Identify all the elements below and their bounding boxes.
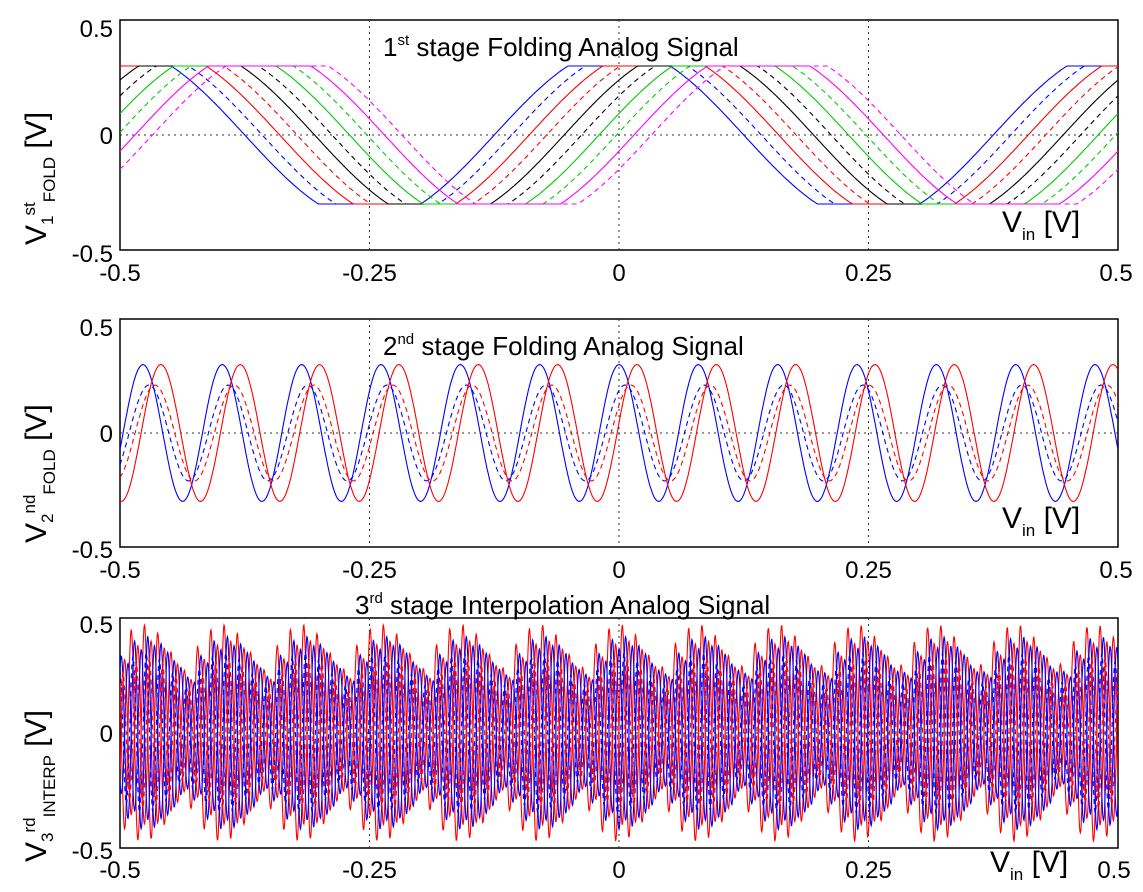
panel-1-xtick-3: 0: [612, 260, 625, 287]
panel-2-xlabel: Vin [V]: [1002, 502, 1080, 540]
panel-3-series-4: [120, 643, 1118, 823]
panel-1-series-10: [120, 65, 1118, 205]
panel-1-title: 1st stage Folding Analog Signal: [383, 32, 739, 62]
panel-3-series-2: [120, 634, 1118, 832]
panel-3-xlabel: Vin [V]: [990, 846, 1068, 884]
panel-2nd-stage: 2nd stage Folding Analog Signal V2ndFOLD…: [20, 315, 1133, 584]
panel-2-series-3: [120, 384, 1118, 482]
panel-2-ytick-mid: 0: [100, 421, 113, 448]
panel-2-ytick-top: 0.5: [80, 315, 113, 342]
panel-2-series-1: [120, 364, 1118, 502]
panel-3-xtick-4: 0.25: [845, 857, 892, 884]
panel-2-series-4: [120, 364, 1118, 502]
panel-3-ytick-bottom: -0.5: [72, 838, 113, 865]
panel-3-xtick-1: -0.5: [99, 857, 140, 884]
panel-3-xtick-2: -0.25: [342, 857, 397, 884]
panel-2-xtick-3: 0: [612, 557, 625, 584]
panel-2-xtick-4: 0.25: [845, 557, 892, 584]
series-group-3: [120, 623, 1118, 843]
panel-3rd-stage: 3rd stage Interpolation Analog Signal V3…: [20, 590, 1131, 884]
series-group-2: [120, 364, 1118, 502]
panel-3-xtick-3: 0: [612, 857, 625, 884]
panel-1-ytick-mid: 0: [100, 123, 113, 150]
panel-1-xtick-4: 0.25: [845, 260, 892, 287]
panel-2-series-2: [120, 384, 1118, 482]
panel-1-xtick-5: 0.5: [1099, 260, 1132, 287]
panel-3-ytick-top: 0.5: [80, 612, 113, 639]
panel-3-xtick-5: 0.5: [1097, 857, 1130, 884]
panel-1-ylabel: V1stFOLD [V]: [20, 112, 59, 245]
series-group-1: [120, 65, 1118, 205]
panel-3-title: 3rd stage Interpolation Analog Signal: [355, 590, 770, 620]
panel-3-ytick-mid: 0: [100, 721, 113, 748]
panel-1-xtick-1: -0.5: [99, 260, 140, 287]
grid-2: [120, 319, 1118, 547]
panel-2-xtick-5: 0.5: [1099, 557, 1132, 584]
panel-1-series-2: [120, 65, 1118, 205]
panel-2-title: 2nd stage Folding Analog Signal: [383, 331, 744, 361]
panel-3-ylabel: V3rdINTERP [V]: [20, 710, 59, 862]
panel-2-ytick-bottom: -0.5: [72, 537, 113, 564]
panel-2-ylabel: V2ndFOLD [V]: [20, 404, 59, 543]
panel-1-ytick-top: 0.5: [80, 16, 113, 43]
panel-3-series-6: [120, 655, 1118, 811]
panel-2-xtick-2: -0.25: [342, 557, 397, 584]
grid-1: [120, 20, 1118, 250]
panel-2-xtick-1: -0.5: [99, 557, 140, 584]
panel-1-series-7: [120, 65, 1118, 205]
panel-1-series-6: [120, 65, 1118, 205]
panel-1-xlabel: Vin [V]: [1002, 206, 1080, 244]
panel-1st-stage: 1st stage Folding Analog Signal V1stFOLD…: [20, 16, 1133, 287]
panel-1-ytick-bottom: -0.5: [72, 241, 113, 268]
panel-1-xtick-2: -0.25: [342, 260, 397, 287]
